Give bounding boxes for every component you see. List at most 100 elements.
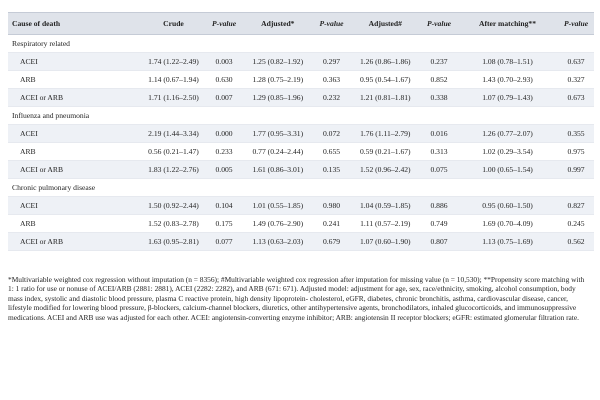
section-title: Chronic pulmonary disease xyxy=(8,178,594,197)
estimate-cell: 1.69 (0.70–4.09) xyxy=(456,214,559,233)
estimate-cell: 1.52 (0.83–2.78) xyxy=(140,214,207,233)
estimate-cell: 1.13 (0.75–1.69) xyxy=(456,232,559,251)
p-value-cell: 0.241 xyxy=(313,214,350,233)
section-title: Respiratory related xyxy=(8,34,594,53)
estimate-cell: 1.04 (0.59–1.85) xyxy=(349,196,422,215)
p-value-cell: 0.807 xyxy=(421,232,457,251)
estimate-cell: 1.14 (0.67–1.94) xyxy=(140,70,207,89)
p-value-cell: 0.313 xyxy=(421,142,457,161)
estimate-cell: 1.28 (0.75–2.19) xyxy=(241,70,314,89)
p-value-cell: 0.655 xyxy=(313,142,350,161)
table-row: ACEI or ARB 1.71 (1.16–2.50) 0.007 1.29 (0.… xyxy=(8,88,594,107)
p-value-cell: 0.003 xyxy=(206,52,242,71)
estimate-cell: 1.21 (0.81–1.81) xyxy=(349,88,422,107)
estimate-cell: 1.07 (0.79–1.43) xyxy=(456,88,559,107)
p-value-cell: 0.630 xyxy=(206,70,242,89)
estimate-cell: 0.77 (0.24–2.44) xyxy=(241,142,314,161)
table-row: ARB 1.52 (0.83–2.78) 0.175 1.49 (0.76–2.90)… xyxy=(8,214,594,233)
p-value-cell: 0.749 xyxy=(421,214,457,233)
header-cell: P-value xyxy=(206,12,242,35)
row-label: ARB xyxy=(8,142,141,161)
results-table-container: Cause of death Crude P-value Adjusted* P-val… xyxy=(8,12,594,251)
estimate-cell: 0.59 (0.21–1.67) xyxy=(349,142,422,161)
table-row: ARB 0.56 (0.21–1.47) 0.233 0.77 (0.24–2.44)… xyxy=(8,142,594,161)
table-row: ARB 1.14 (0.67–1.94) 0.630 1.28 (0.75–2.19)… xyxy=(8,70,594,89)
estimate-cell: 1.77 (0.95–3.31) xyxy=(241,124,314,143)
estimate-cell: 1.49 (0.76–2.90) xyxy=(241,214,314,233)
estimate-cell: 1.74 (1.22–2.49) xyxy=(140,52,207,71)
header-cell: P-value xyxy=(558,12,594,35)
section-row: Influenza and pneumonia xyxy=(8,106,594,125)
estimate-cell: 0.95 (0.54–1.67) xyxy=(349,70,422,89)
row-label: ACEI xyxy=(8,124,141,143)
footnote-text: *Multivariable weighted cox regression w… xyxy=(8,275,585,322)
row-label: ARB xyxy=(8,214,141,233)
row-label: ACEI xyxy=(8,52,141,71)
estimate-cell: 1.63 (0.95–2.81) xyxy=(140,232,207,251)
estimate-cell: 1.02 (0.29–3.54) xyxy=(456,142,559,161)
p-value-cell: 0.245 xyxy=(558,214,594,233)
table-header-row: Cause of death Crude P-value Adjusted* P-val… xyxy=(8,12,594,35)
estimate-cell: 1.07 (0.60–1.90) xyxy=(349,232,422,251)
p-value-cell: 0.016 xyxy=(421,124,457,143)
p-value-cell: 0.827 xyxy=(558,196,594,215)
p-value-cell: 0.237 xyxy=(421,52,457,71)
row-label: ACEI or ARB xyxy=(8,232,141,251)
header-cell: Adjusted# xyxy=(349,12,422,35)
header-cell: Adjusted* xyxy=(241,12,314,35)
estimate-cell: 1.71 (1.16–2.50) xyxy=(140,88,207,107)
estimate-cell: 1.26 (0.77–2.07) xyxy=(456,124,559,143)
table-footnote: *Multivariable weighted cox regression w… xyxy=(8,275,588,323)
table-row: ACEI or ARB 1.83 (1.22–2.76) 0.005 1.61 (0.… xyxy=(8,160,594,179)
estimate-cell: 2.19 (1.44–3.34) xyxy=(140,124,207,143)
table-body: Respiratory related ACEI 1.74 (1.22–2.49) 0… xyxy=(8,34,594,251)
estimate-cell: 1.43 (0.70–2.93) xyxy=(456,70,559,89)
p-value-cell: 0.886 xyxy=(421,196,457,215)
header-cell: Crude xyxy=(140,12,207,35)
estimate-cell: 1.29 (0.85–1.96) xyxy=(241,88,314,107)
p-value-cell: 0.135 xyxy=(313,160,350,179)
p-value-cell: 0.000 xyxy=(206,124,242,143)
header-cell: P-value xyxy=(421,12,457,35)
p-value-cell: 0.077 xyxy=(206,232,242,251)
header-cause-of-death: Cause of death xyxy=(8,12,141,35)
p-value-cell: 0.327 xyxy=(558,70,594,89)
estimate-cell: 1.83 (1.22–2.76) xyxy=(140,160,207,179)
p-value-cell: 0.072 xyxy=(313,124,350,143)
p-value-cell: 0.852 xyxy=(421,70,457,89)
table-row: ACEI 2.19 (1.44–3.34) 0.000 1.77 (0.95–3.31… xyxy=(8,124,594,143)
estimate-cell: 1.13 (0.63–2.03) xyxy=(241,232,314,251)
p-value-cell: 0.007 xyxy=(206,88,242,107)
p-value-cell: 0.233 xyxy=(206,142,242,161)
p-value-cell: 0.005 xyxy=(206,160,242,179)
estimate-cell: 1.61 (0.86–3.01) xyxy=(241,160,314,179)
estimate-cell: 1.76 (1.11–2.79) xyxy=(349,124,422,143)
p-value-cell: 0.338 xyxy=(421,88,457,107)
section-row: Chronic pulmonary disease xyxy=(8,178,594,197)
p-value-cell: 0.673 xyxy=(558,88,594,107)
estimate-cell: 1.26 (0.86–1.86) xyxy=(349,52,422,71)
header-cell: After matching** xyxy=(456,12,559,35)
estimate-cell: 1.08 (0.78–1.51) xyxy=(456,52,559,71)
p-value-cell: 0.104 xyxy=(206,196,242,215)
p-value-cell: 0.075 xyxy=(421,160,457,179)
row-label: ARB xyxy=(8,70,141,89)
section-title: Influenza and pneumonia xyxy=(8,106,594,125)
estimate-cell: 1.52 (0.96–2.42) xyxy=(349,160,422,179)
estimate-cell: 1.00 (0.65–1.54) xyxy=(456,160,559,179)
p-value-cell: 0.637 xyxy=(558,52,594,71)
estimate-cell: 1.25 (0.82–1.92) xyxy=(241,52,314,71)
row-label: ACEI or ARB xyxy=(8,160,141,179)
results-table: Cause of death Crude P-value Adjusted* P-val… xyxy=(8,12,594,251)
p-value-cell: 0.975 xyxy=(558,142,594,161)
p-value-cell: 0.232 xyxy=(313,88,350,107)
estimate-cell: 1.11 (0.57–2.19) xyxy=(349,214,422,233)
estimate-cell: 0.95 (0.60–1.50) xyxy=(456,196,559,215)
section-row: Respiratory related xyxy=(8,34,594,53)
header-cell: P-value xyxy=(313,12,350,35)
row-label: ACEI xyxy=(8,196,141,215)
table-row: ACEI or ARB 1.63 (0.95–2.81) 0.077 1.13 (0.… xyxy=(8,232,594,251)
p-value-cell: 0.562 xyxy=(558,232,594,251)
p-value-cell: 0.980 xyxy=(313,196,350,215)
